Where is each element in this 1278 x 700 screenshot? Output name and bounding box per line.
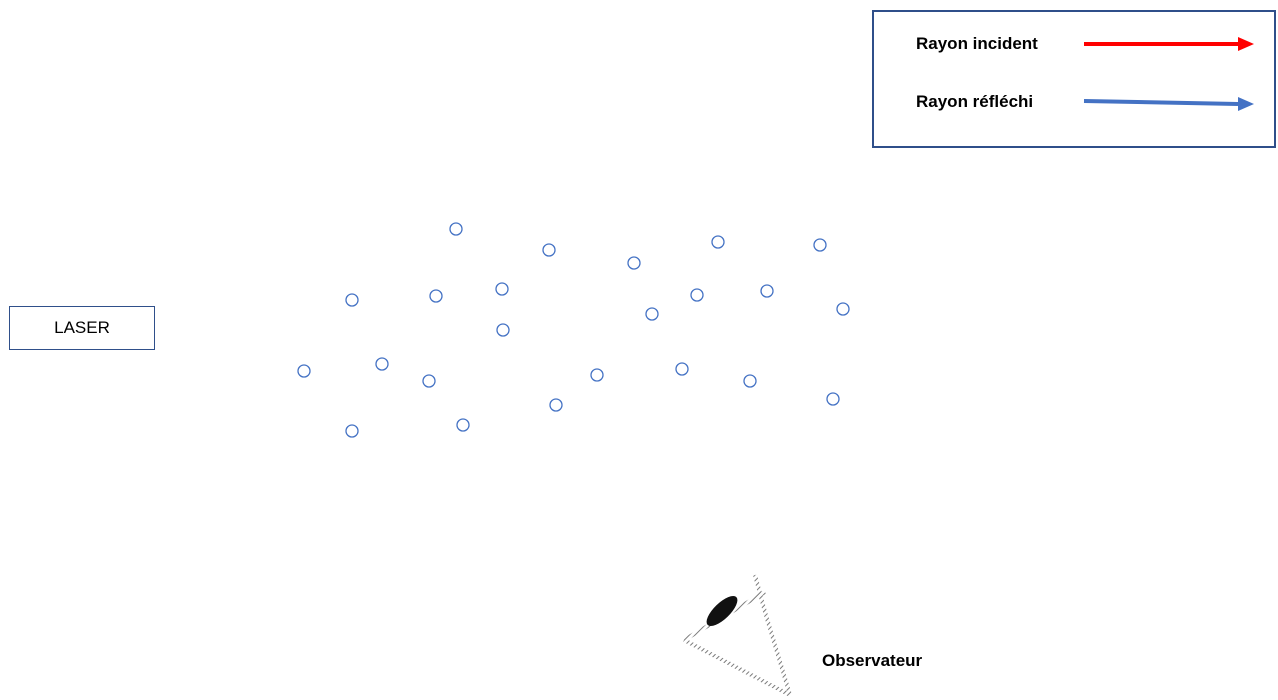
reflected-ray-arrow-icon xyxy=(1083,97,1254,111)
observer-eye-icon xyxy=(682,574,792,697)
particle xyxy=(345,424,359,438)
particle xyxy=(690,288,704,302)
particle xyxy=(422,374,436,388)
particle xyxy=(675,362,689,376)
particle xyxy=(627,256,641,270)
particle xyxy=(711,235,725,249)
legend-reflected-label: Rayon réfléchi xyxy=(916,92,1034,111)
particle xyxy=(429,289,443,303)
particle xyxy=(743,374,757,388)
incident-ray-arrow-icon xyxy=(1084,37,1254,51)
observer-label: Observateur xyxy=(822,651,923,670)
particle-cloud xyxy=(297,222,850,438)
laser-source: LASER xyxy=(9,306,155,350)
legend-box: Rayon incident Rayon réfléchi xyxy=(872,10,1276,148)
particle xyxy=(826,392,840,406)
particle xyxy=(297,364,311,378)
particle xyxy=(645,307,659,321)
particle xyxy=(345,293,359,307)
particle xyxy=(813,238,827,252)
laser-label: LASER xyxy=(54,318,110,337)
legend-incident-label: Rayon incident xyxy=(916,34,1038,53)
particle xyxy=(495,282,509,296)
particle xyxy=(496,323,510,337)
particle xyxy=(542,243,556,257)
particle xyxy=(456,418,470,432)
particle xyxy=(836,302,850,316)
particle xyxy=(449,222,463,236)
particle xyxy=(760,284,774,298)
particle xyxy=(590,368,604,382)
particle xyxy=(549,398,563,412)
particle xyxy=(375,357,389,371)
